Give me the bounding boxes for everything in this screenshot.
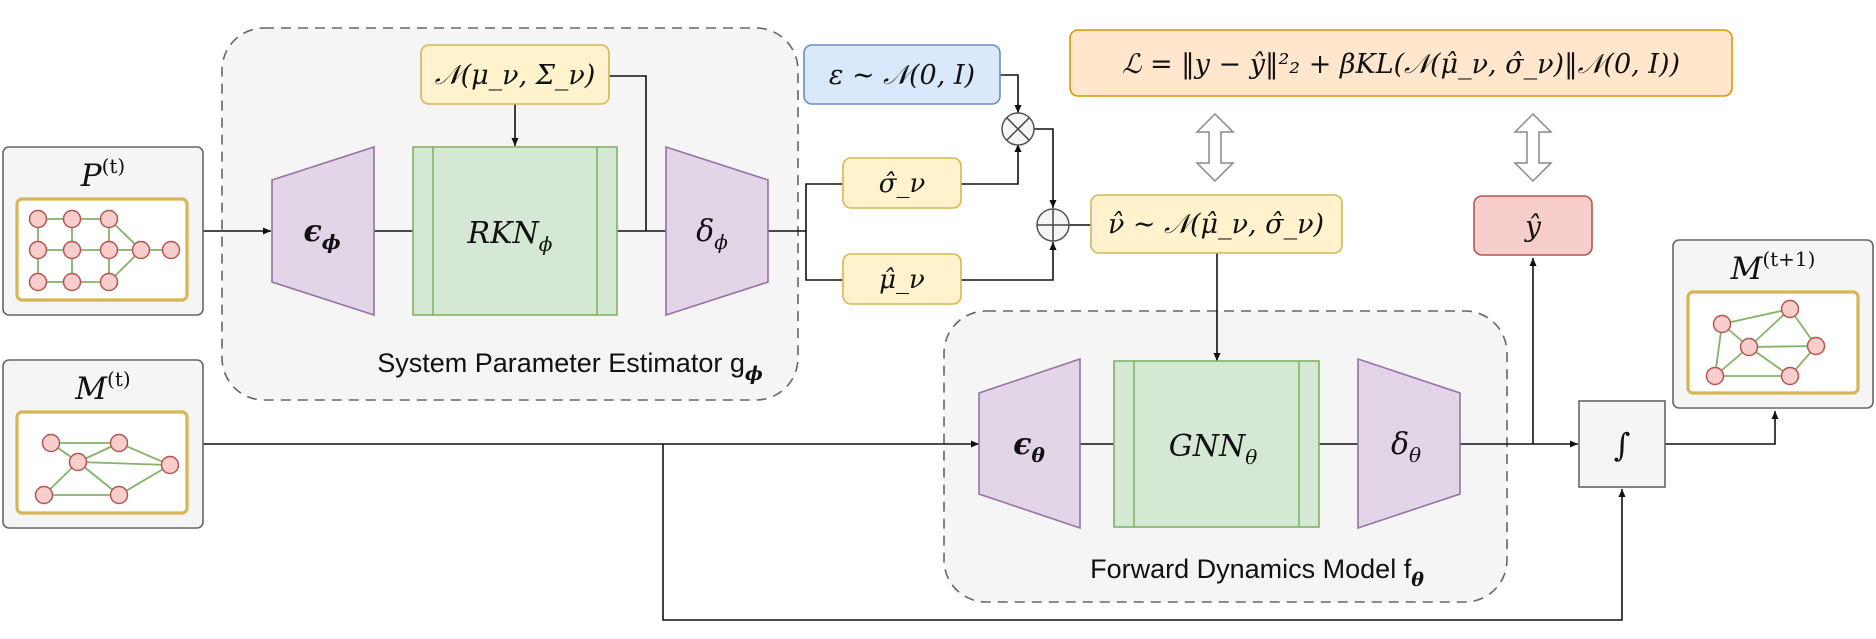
svg-text:ϵϕ: ϵϕ <box>303 214 340 254</box>
edge-mu-to-add <box>961 242 1057 281</box>
nu-hat-box: ν̂ ∼ 𝒩(μ̂_ν, σ̂_ν) <box>1090 194 1343 254</box>
gnn-theta: GNNθ <box>1113 360 1320 528</box>
edge-sigma-to-mult <box>961 144 1022 185</box>
edge-noise-to-mult <box>1000 74 1022 113</box>
integrator-box: ∫ <box>1578 400 1666 488</box>
mu-hat-box: μ̂_ν <box>842 253 962 305</box>
noise-box: ε ∼ 𝒩(0, I) <box>803 44 1001 105</box>
input-m-box: M(t) <box>2 359 204 529</box>
y-hat-box: ŷ <box>1473 195 1593 256</box>
estimator-label: System Parameter Estimator gϕ <box>377 348 763 385</box>
output-m-next-box: M(t+1) <box>1672 239 1874 409</box>
graph-m-next-nodes <box>1705 299 1826 386</box>
svg-text:GNNθ: GNNθ <box>1169 429 1258 469</box>
svg-text:ν̂ ∼ 𝒩(μ̂_ν, σ̂_ν): ν̂ ∼ 𝒩(μ̂_ν, σ̂_ν) <box>1108 209 1324 240</box>
svg-text:μ̂_ν: μ̂_ν <box>879 265 925 295</box>
graph-m-nodes <box>34 433 180 505</box>
input-p-box: P(t) <box>2 146 204 316</box>
edge-mult-to-add <box>1034 128 1057 208</box>
svg-text:δϕ: δϕ <box>696 214 728 254</box>
dynamics-label: Forward Dynamics Model fθ <box>1090 554 1424 591</box>
input-p-label: P(t) <box>80 154 126 194</box>
loss-arrows <box>1195 112 1553 183</box>
loss-box: ℒ = ‖y − ŷ‖²₂ + βKL(𝒩(μ̂_ν, σ̂_ν)‖𝒩(0, I… <box>1069 29 1733 97</box>
edge-to-sigma <box>805 183 843 231</box>
edge-m-skip <box>662 444 1626 621</box>
svg-text:𝒩(μ_ν, Σ_ν): 𝒩(μ_ν, Σ_ν) <box>435 60 596 91</box>
input-m-label: M(t) <box>74 367 130 407</box>
encoder-phi: ϵϕ <box>271 145 375 317</box>
rkn-phi: RKNϕ <box>412 146 618 316</box>
connections <box>203 74 1779 621</box>
double-arrow-nu <box>1195 112 1235 183</box>
svg-text:∫: ∫ <box>1614 426 1631 464</box>
add-node <box>1036 208 1070 242</box>
decoder-theta: δθ <box>1357 357 1461 530</box>
prior-box: 𝒩(μ_ν, Σ_ν) <box>420 44 610 105</box>
svg-text:ℒ = ‖y − ŷ‖²₂ + βKL(𝒩(μ̂_ν, σ: ℒ = ‖y − ŷ‖²₂ + βKL(𝒩(μ̂_ν, σ̂_ν)‖𝒩(0, I… <box>1122 49 1680 80</box>
edge-to-mu <box>805 231 843 281</box>
output-m-next-label: M(t+1) <box>1730 247 1816 287</box>
svg-text:ε ∼ 𝒩(0, I): ε ∼ 𝒩(0, I) <box>829 60 975 91</box>
graph-p-nodes <box>28 209 181 292</box>
svg-text:σ̂_ν: σ̂_ν <box>879 169 926 199</box>
decoder-phi: δϕ <box>665 145 769 317</box>
multiply-node <box>1001 112 1035 146</box>
svg-text:RKNϕ: RKNϕ <box>467 216 553 256</box>
svg-text:ϵθ: ϵθ <box>1013 427 1045 467</box>
svg-text:ŷ: ŷ <box>1523 210 1542 243</box>
svg-text:δθ: δθ <box>1391 427 1421 467</box>
edge-prior-bypass <box>609 75 647 231</box>
encoder-theta: ϵθ <box>978 357 1081 530</box>
double-arrow-y <box>1513 112 1553 183</box>
sigma-hat-box: σ̂_ν <box>842 157 962 209</box>
edge-int-to-mnext <box>1665 411 1779 445</box>
